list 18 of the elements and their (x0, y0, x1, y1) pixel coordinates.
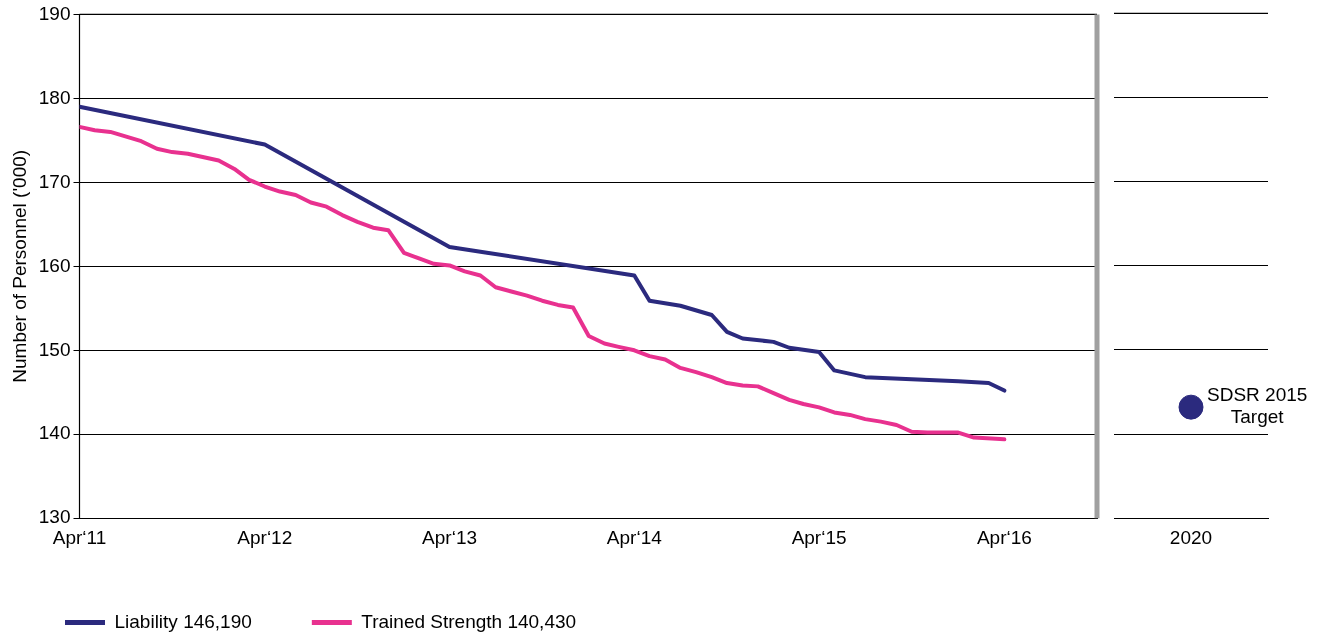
x-tick-label: Apr‘15 (791, 526, 847, 548)
y-tick-label: 190 (38, 2, 71, 24)
legend-label: Trained Strength 140,430 (361, 610, 577, 632)
y-axis-title: Number of Personnel ('000) (8, 149, 30, 383)
y-tick-label: 130 (38, 506, 71, 528)
x-tick-label: Apr‘14 (606, 526, 663, 548)
y-tick-label: 140 (38, 422, 71, 444)
y-tick-label: 160 (38, 254, 71, 276)
legend-label: Liability 146,190 (114, 610, 252, 632)
x-tick-label: Apr‘12 (237, 526, 293, 548)
x-tick-label: Apr‘11 (52, 526, 107, 548)
x-tick-label: Apr‘16 (976, 526, 1032, 548)
y-tick-label: 180 (38, 86, 71, 108)
annotation: SDSR 2015 Target (1207, 384, 1308, 428)
y-tick-label: 170 (38, 170, 71, 192)
x-tick-label: Apr‘13 (422, 526, 478, 548)
x-tick-label: 2020 (1169, 526, 1213, 548)
y-tick-label: 150 (38, 338, 71, 360)
